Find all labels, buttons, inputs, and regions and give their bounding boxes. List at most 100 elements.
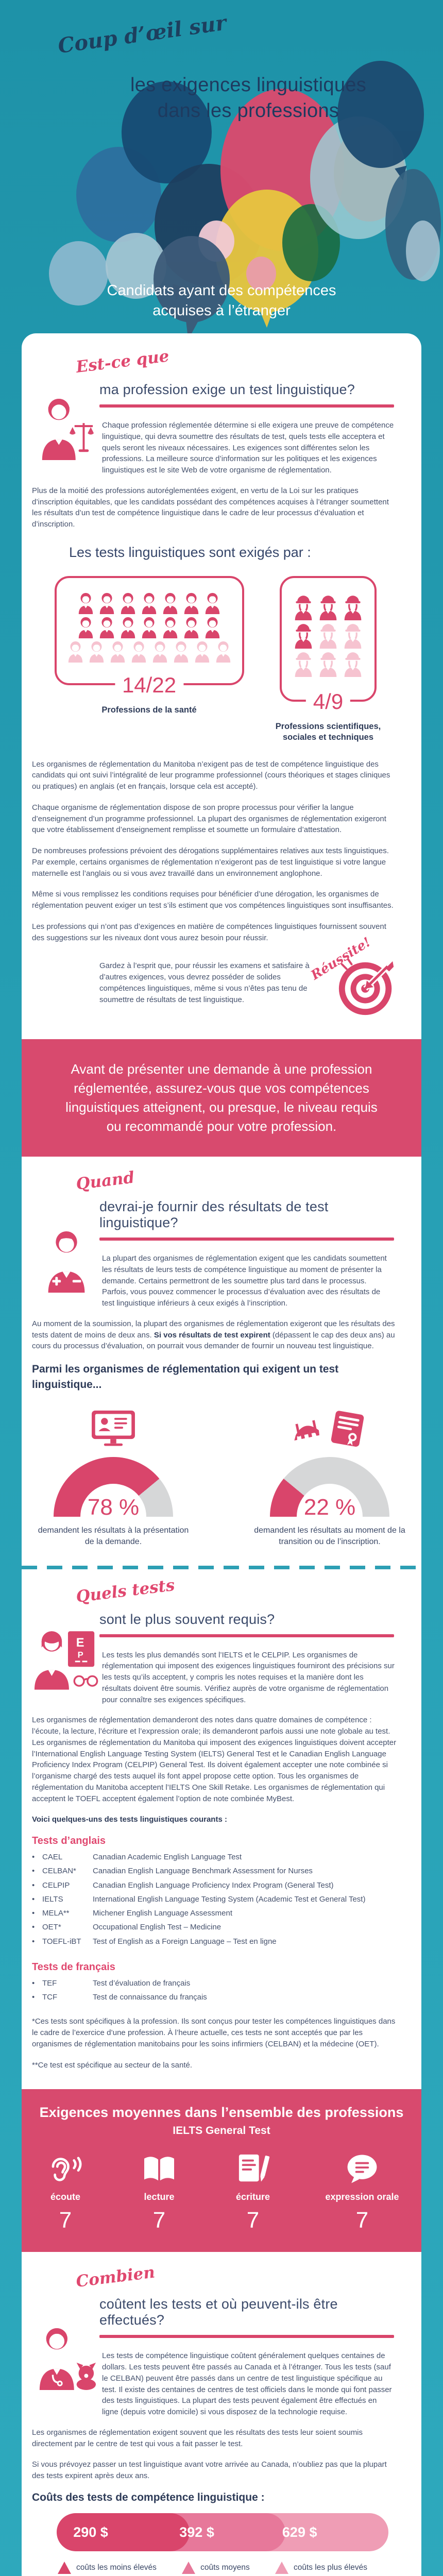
score-value: 7 bbox=[152, 2208, 166, 2233]
paragraph-part: (dépassent le cap des deux ans) au cours… bbox=[32, 1330, 395, 1351]
test-row: • TEF Test d’évaluation de français bbox=[32, 1978, 397, 1989]
health-worker-icon bbox=[150, 641, 169, 663]
book-icon bbox=[126, 2151, 193, 2184]
pictograph-value: 14/22 bbox=[114, 672, 184, 698]
cost-segment-low bbox=[57, 2513, 190, 2551]
health-worker-icon bbox=[172, 641, 191, 663]
bullet: • bbox=[32, 1894, 35, 1904]
health-worker-icon bbox=[129, 641, 148, 663]
gauge-label: demandent les résultats au moment de la … bbox=[254, 1526, 405, 1547]
paragraph: Les tests de compétence linguistique coû… bbox=[102, 2351, 392, 2417]
page-title-line2: dans les professions bbox=[157, 100, 339, 122]
gauge-chart-22: 22 % bbox=[270, 1456, 389, 1520]
section-heading: coûtent les tests et où peuvent-ils être… bbox=[99, 2296, 338, 2328]
bullet: • bbox=[32, 1993, 35, 2002]
paragraph: Les organismes de réglementation exigent… bbox=[32, 2428, 363, 2448]
test-name: International English Language Testing S… bbox=[93, 1894, 366, 1904]
legend-item: coûts moyens bbox=[182, 2561, 250, 2574]
legend-label: coûts moyens bbox=[200, 2563, 250, 2572]
test-name: Michener English Language Assessment bbox=[93, 1909, 232, 1918]
cost-value: 290 $ bbox=[73, 2524, 108, 2540]
health-worker-icon bbox=[182, 592, 201, 614]
test-row: • TOEFL-iBT Test of English as a Foreign L… bbox=[32, 1937, 397, 1947]
pictograph-title: Les tests linguistiques sont exigés par … bbox=[69, 544, 311, 560]
ielts-scores: écoute 7 lecture 7 bbox=[32, 2151, 411, 2233]
speech-bubble bbox=[154, 236, 230, 341]
bubble-tail bbox=[260, 310, 273, 328]
content-card: Est-ce que ma profession exige un test l… bbox=[22, 333, 421, 2576]
health-worker-icon bbox=[203, 592, 222, 614]
test-name: Canadian English Language Benchmark Asse… bbox=[93, 1867, 313, 1876]
hard-hat-worker-icon bbox=[342, 623, 364, 649]
health-worker-icon bbox=[214, 641, 233, 663]
speech-bubble bbox=[337, 61, 424, 182]
gauge-transition: 22 % demandent les résultats au moment d… bbox=[250, 1406, 410, 1548]
health-worker-icon bbox=[118, 592, 138, 614]
cost-chart-title: Coûts des tests de compétence linguistiq… bbox=[32, 2491, 265, 2503]
legend-label: coûts les moins élevés bbox=[76, 2563, 157, 2572]
target-arrow-icon: Réussite! bbox=[308, 935, 401, 1022]
tests-english-title: Tests d’anglais bbox=[32, 1835, 106, 1847]
bullet: • bbox=[32, 1978, 35, 1988]
health-worker-icon bbox=[182, 617, 201, 638]
test-name: Test d’évaluation de français bbox=[93, 1978, 191, 1988]
test-abbr: CAEL bbox=[42, 1853, 63, 1862]
health-worker-icon bbox=[118, 617, 138, 638]
footnote: *Ces tests sont spécifiques à la profess… bbox=[32, 2017, 396, 2048]
bridge-certificate-icon bbox=[250, 1406, 410, 1451]
test-row: • CELPIP Canadian English Language Profici… bbox=[32, 1880, 397, 1891]
paragraph: Les organismes de réglementation demande… bbox=[32, 1716, 397, 1803]
cost-value: 629 $ bbox=[282, 2524, 317, 2540]
section-heading: sont le plus souvent requis? bbox=[99, 1611, 275, 1627]
gauge-chart-78: 78 % bbox=[54, 1456, 173, 1520]
legend-item: coûts les moins élevés bbox=[58, 2561, 157, 2574]
paragraph: Plus de la moitié des professions autoré… bbox=[32, 486, 389, 529]
legend-item: coûts les plus élevés bbox=[275, 2561, 367, 2574]
health-worker-icon bbox=[140, 592, 159, 614]
pictograph-chart: 14/22 Professions de la santé 4/9 Profes… bbox=[22, 575, 421, 743]
health-worker-icon bbox=[66, 641, 85, 663]
test-abbr: OET* bbox=[42, 1923, 61, 1932]
bullet: • bbox=[32, 1867, 35, 1876]
paragraph: La plupart des organismes de réglementat… bbox=[102, 1254, 387, 1308]
health-worker-icon bbox=[140, 617, 159, 638]
average-requirements-banner: Exigences moyennes dans l’ensemble des p… bbox=[22, 2089, 421, 2252]
triangle-marker bbox=[58, 2561, 71, 2574]
script-label: Est-ce que bbox=[75, 347, 171, 377]
health-worker-icon bbox=[97, 617, 116, 638]
speech-bubbles-illustration bbox=[0, 0, 443, 341]
bullet: • bbox=[32, 1909, 35, 1918]
score-label: expression orale bbox=[325, 2192, 399, 2202]
page-subtitle-line2: acquises à l’étranger bbox=[152, 302, 291, 319]
hard-hat-worker-icon bbox=[342, 595, 364, 620]
test-abbr: MELA** bbox=[42, 1909, 70, 1918]
gauge-value: 78 % bbox=[87, 1494, 140, 1520]
health-worker-icon bbox=[97, 592, 116, 614]
gauge-charts: 78 % demandent les résultats à la présen… bbox=[22, 1406, 421, 1548]
section-quand: Quand devrai-je fournir des résultats de… bbox=[22, 1157, 421, 1548]
paragraph: Si vous prévoyez passer un test linguist… bbox=[32, 2460, 387, 2481]
svg-text:P: P bbox=[78, 1650, 83, 1659]
pictograph-value: 4/9 bbox=[305, 689, 351, 714]
test-row: • TCF Test de connaissance du français bbox=[32, 1992, 397, 2003]
health-worker-icon bbox=[87, 641, 106, 663]
health-worker-icon bbox=[203, 617, 222, 638]
script-label: Combien bbox=[75, 2263, 156, 2292]
writing-icon bbox=[219, 2151, 286, 2184]
score-ecoute: écoute 7 bbox=[32, 2151, 99, 2233]
section-quels-tests: Quels tests sont le plus souvent requis?… bbox=[22, 1572, 421, 2071]
health-worker-icon bbox=[108, 641, 127, 663]
paragraph: Au moment de la soumission, la plupart d… bbox=[32, 1318, 397, 1352]
health-worker-icon bbox=[76, 592, 95, 614]
paragraph-part: Au moment de la soumission, la plupart d… bbox=[32, 1319, 395, 1340]
test-abbr: TOEFL-iBT bbox=[42, 1937, 81, 1946]
application-screen-icon bbox=[33, 1406, 193, 1451]
test-row: • CELBAN* Canadian English Language Benchm… bbox=[32, 1866, 397, 1876]
section-heading: devrai-je fournir des résultats de test … bbox=[99, 1199, 329, 1230]
paragraph: Chaque organisme de réglementation dispo… bbox=[32, 803, 386, 835]
bullet: • bbox=[32, 1880, 35, 1890]
test-name: Occupational English Test – Medicine bbox=[93, 1923, 222, 1932]
nurse-icon bbox=[31, 1229, 102, 1293]
tests-intro: Voici quelques-uns des tests linguistiqu… bbox=[32, 1815, 227, 1824]
paragraph: Les tests les plus demandés sont l’IELTS… bbox=[102, 1650, 395, 1704]
